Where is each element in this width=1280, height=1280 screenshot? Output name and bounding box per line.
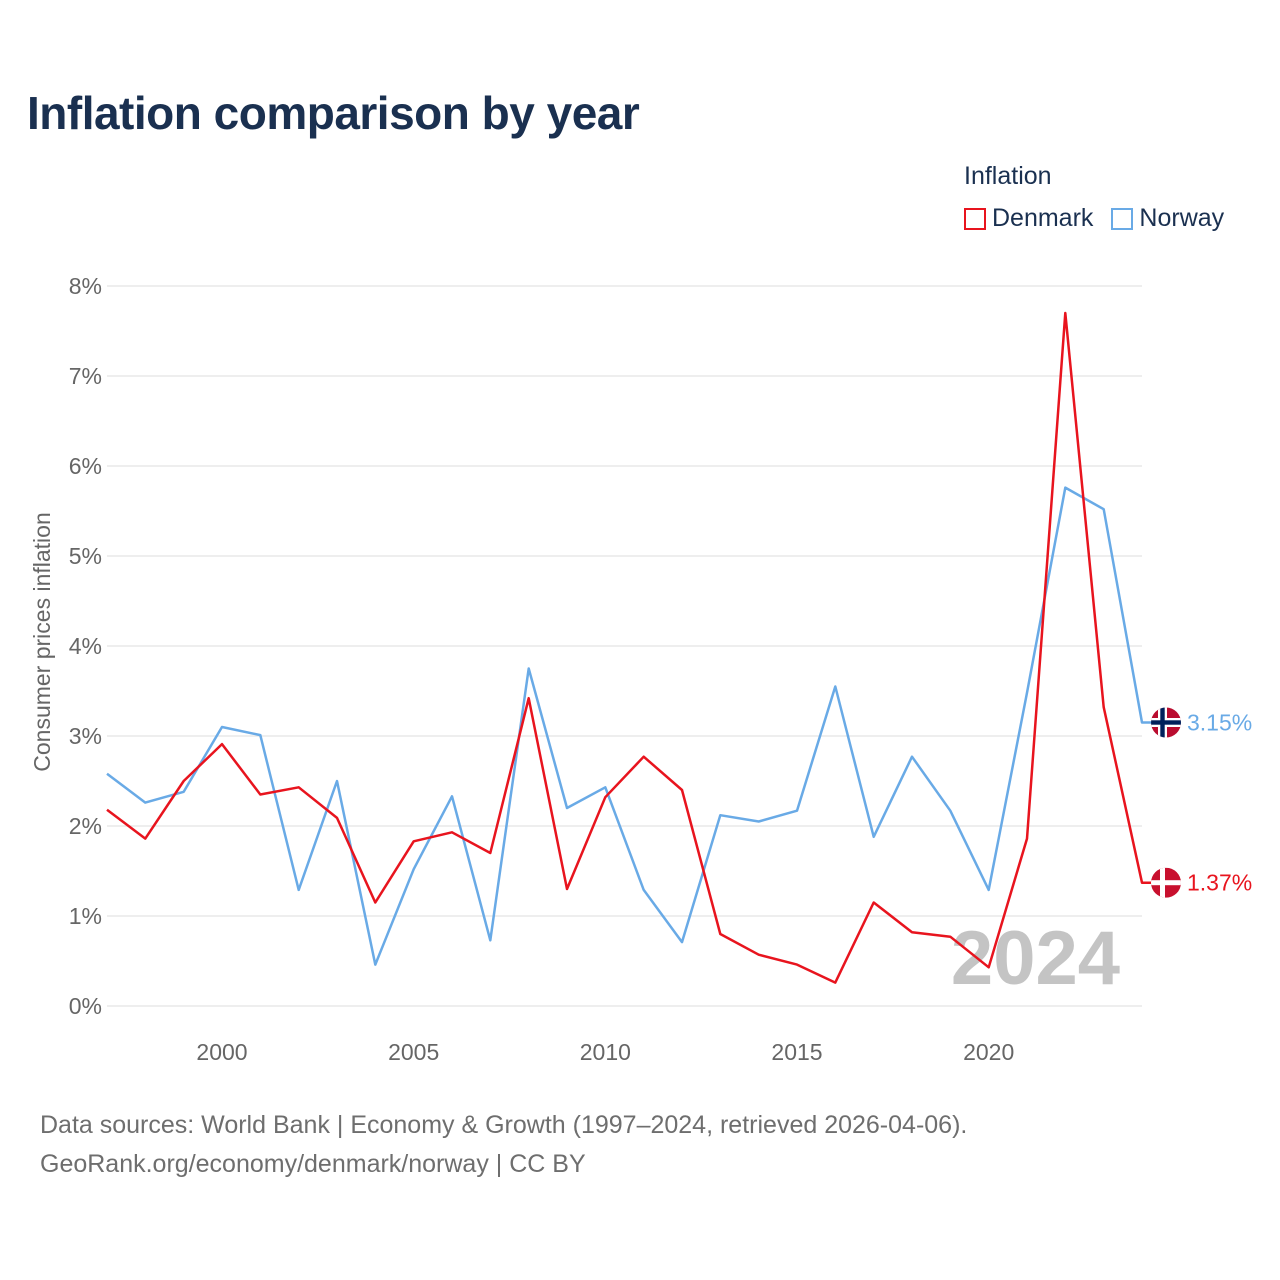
legend-item-norway[interactable]: Norway [1111, 204, 1224, 233]
legend-label-denmark: Denmark [992, 204, 1094, 232]
chart-title: Inflation comparison by year [27, 87, 640, 139]
series-line-denmark [106, 311, 1156, 984]
data-source-note: Data sources: World Bank | Economy & Gro… [40, 1111, 968, 1139]
x-tick-label: 2010 [580, 1039, 631, 1065]
y-tick-label: 3% [69, 723, 102, 749]
x-tick-label: 2020 [963, 1039, 1014, 1065]
footer: Data sources: World Bank | Economy & Gro… [40, 1106, 967, 1184]
legend-label-norway: Norway [1139, 204, 1225, 232]
norway-flag-icon [1151, 707, 1181, 738]
y-axis-label: Consumer prices inflation [29, 512, 55, 772]
x-tick-label: 2005 [388, 1039, 439, 1065]
legend-swatch-denmark [964, 207, 986, 230]
y-tick-label: 5% [69, 543, 102, 569]
legend-item-denmark[interactable]: Denmark [964, 204, 1093, 233]
denmark-flag-icon [1151, 867, 1181, 898]
legend-swatch-norway [1111, 207, 1134, 230]
line-chart: 0% 1% 2% 3% 4% 5% 6% 7% 8% 2000 2005 2010 2015 2020 Co… [29, 273, 1252, 1065]
end-value-label-norway: 3.15% [1187, 710, 1252, 736]
y-tick-label: 1% [69, 903, 102, 929]
legend-title: Inflation [964, 162, 1052, 190]
y-tick-label: 6% [69, 453, 102, 479]
series-line-norway [106, 486, 1156, 966]
x-tick-label: 2015 [771, 1039, 822, 1065]
y-tick-label: 7% [69, 363, 102, 389]
y-tick-label: 8% [69, 273, 102, 299]
end-value-label-denmark: 1.37% [1187, 870, 1252, 896]
y-tick-label: 2% [69, 813, 102, 839]
legend: Denmark Norway [964, 204, 1224, 233]
source-link[interactable]: GeoRank.org/economy/denmark/norway | CC … [40, 1150, 586, 1178]
x-tick-label: 2000 [196, 1039, 247, 1065]
y-tick-label: 4% [69, 633, 102, 659]
y-tick-label: 0% [69, 993, 102, 1019]
